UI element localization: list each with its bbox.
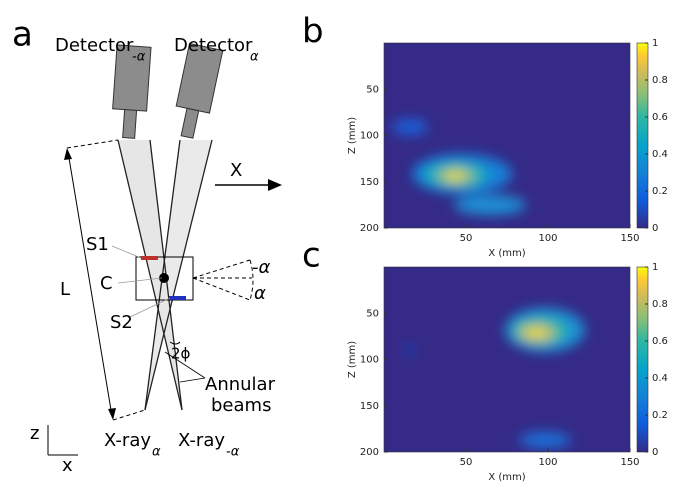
colorbar-tick-label: 0 (652, 223, 658, 234)
y-axis-label: Z (mm) (347, 117, 358, 154)
colorbar-tick-label: 0.2 (652, 186, 668, 197)
colorbar-tick-label: 0.8 (652, 75, 668, 86)
s1-label: S1 (86, 234, 109, 255)
colorbar-tick-label: 0.8 (652, 299, 668, 310)
colorbar-tick-label: 0.6 (652, 112, 668, 123)
y-tick-label: 150 (360, 177, 379, 188)
x-axis-label: X (mm) (488, 248, 525, 259)
panel-label: b (302, 12, 324, 52)
detector (112, 44, 152, 139)
phi-arc (169, 341, 181, 345)
colorbar-tick-label: 0.4 (652, 373, 668, 384)
detector-label: Detector (55, 35, 134, 56)
source-label: X-ray (178, 430, 225, 451)
panel-label: c (302, 236, 321, 276)
center-point (159, 273, 169, 283)
s2-label: S2 (110, 312, 133, 333)
axis-label: z (30, 423, 39, 444)
x-direction-label: X (230, 160, 242, 181)
annotation: beams (211, 395, 271, 416)
detector (175, 42, 224, 139)
x-axis-label: X (mm) (488, 472, 525, 483)
colorbar (636, 42, 649, 229)
dim-line (66, 139, 119, 149)
detector-subscript: α (250, 50, 259, 65)
dim-line (112, 409, 146, 421)
colorbar (636, 266, 649, 453)
colorbar-tick-label: 0 (652, 447, 658, 458)
colorbar-tick-label: 0.6 (652, 336, 668, 347)
angle-wedge (192, 259, 254, 301)
y-tick-label: 50 (366, 308, 379, 319)
arrowhead (108, 408, 116, 420)
leader (127, 297, 171, 319)
heatmap-image (384, 43, 630, 228)
arrowhead (64, 148, 72, 160)
phi-label: 2ϕ (171, 345, 191, 363)
length-arrow (67, 151, 113, 417)
leader (164, 351, 206, 379)
y-axis-label: Z (mm) (347, 341, 358, 378)
c-label: C (100, 273, 113, 294)
leader (179, 377, 206, 383)
colorbar-tick-label: 1 (652, 38, 658, 49)
x-tick-label: 100 (538, 233, 557, 244)
source-subscript: -α (226, 445, 240, 460)
y-tick-label: 100 (360, 355, 379, 366)
beam-edge (117, 139, 183, 411)
detector-subscript: -α (132, 50, 146, 65)
annotation: Annular (205, 374, 276, 395)
angle-label: -α (252, 257, 270, 278)
leader (117, 277, 163, 284)
colorbar-tick-label: 0.2 (652, 410, 668, 421)
y-tick-label: 50 (366, 84, 379, 95)
arrowhead (268, 179, 282, 191)
x-tick-label: 50 (460, 233, 473, 244)
y-tick-label: 100 (360, 131, 379, 142)
y-tick-label: 200 (360, 223, 379, 234)
angle-label: α (254, 283, 266, 304)
heatmap-image (384, 267, 630, 452)
axis-label: x (62, 455, 73, 476)
source-subscript: α (152, 445, 161, 460)
length-label: L (60, 279, 70, 300)
x-tick-label: 150 (620, 233, 639, 244)
x-tick-label: 150 (620, 457, 639, 468)
diagram: a Detector -α Detector α X S1 C S2 L -α … (12, 15, 282, 476)
detector-label: Detector (174, 35, 253, 56)
colorbar-tick-label: 0.4 (652, 149, 668, 160)
x-tick-label: 50 (460, 457, 473, 468)
source-label: X-ray (104, 430, 151, 451)
colorbar-tick-label: 1 (652, 262, 658, 273)
beam-edge (144, 139, 213, 411)
leader (111, 245, 142, 259)
x-tick-label: 100 (538, 457, 557, 468)
y-tick-label: 200 (360, 447, 379, 458)
y-tick-label: 150 (360, 401, 379, 412)
panel-label: a (12, 15, 33, 55)
